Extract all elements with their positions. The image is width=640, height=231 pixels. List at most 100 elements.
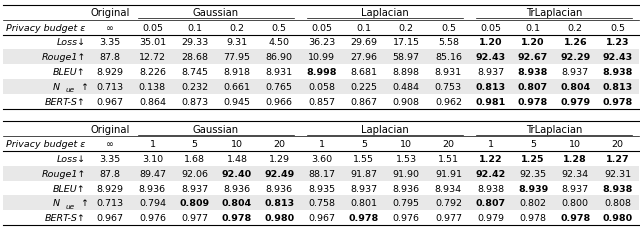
Text: 1.20: 1.20: [521, 38, 545, 47]
Text: 3.35: 3.35: [99, 154, 121, 163]
Text: 0.807: 0.807: [476, 199, 506, 207]
Text: 0.809: 0.809: [180, 199, 210, 207]
Text: 8.936: 8.936: [266, 184, 293, 193]
Text: 29.33: 29.33: [181, 38, 209, 47]
Text: 0.484: 0.484: [393, 83, 420, 91]
Text: 0.1: 0.1: [356, 24, 371, 32]
Text: ∞: ∞: [106, 24, 114, 32]
Text: 0.978: 0.978: [602, 97, 633, 106]
Text: 3.35: 3.35: [99, 38, 121, 47]
Text: 8.898: 8.898: [393, 68, 420, 77]
Text: 5: 5: [530, 140, 536, 148]
Text: 92.40: 92.40: [222, 169, 252, 178]
Text: 1.51: 1.51: [438, 154, 459, 163]
Text: 29.69: 29.69: [350, 38, 378, 47]
Text: 0.1: 0.1: [188, 24, 202, 32]
Text: 8.226: 8.226: [139, 68, 166, 77]
Text: 0.713: 0.713: [97, 199, 124, 207]
Text: 8.937: 8.937: [562, 68, 589, 77]
Text: 0.980: 0.980: [264, 213, 294, 222]
Text: 8.937: 8.937: [181, 184, 208, 193]
Text: Rouge1↑: Rouge1↑: [42, 53, 86, 62]
Text: 77.95: 77.95: [223, 53, 250, 62]
Text: 85.16: 85.16: [435, 53, 462, 62]
Text: 0.804: 0.804: [560, 83, 590, 91]
Text: 0.978: 0.978: [349, 213, 379, 222]
Text: 0.808: 0.808: [604, 199, 631, 207]
Text: 1.53: 1.53: [396, 154, 417, 163]
Text: 0.979: 0.979: [560, 97, 590, 106]
Text: Privacy budget ε: Privacy budget ε: [6, 140, 86, 148]
Text: ue: ue: [65, 203, 75, 209]
Text: 8.938: 8.938: [602, 184, 633, 193]
Text: 0.232: 0.232: [181, 83, 208, 91]
Text: 0.980: 0.980: [602, 213, 632, 222]
Text: 8.937: 8.937: [477, 68, 504, 77]
Text: 20: 20: [442, 140, 454, 148]
Text: BLEU↑: BLEU↑: [53, 184, 86, 193]
Text: 8.998: 8.998: [307, 68, 337, 77]
Text: 8.939: 8.939: [518, 184, 548, 193]
Text: 3.60: 3.60: [311, 154, 332, 163]
Text: 92.49: 92.49: [264, 169, 294, 178]
Text: 5: 5: [192, 140, 198, 148]
Text: 92.42: 92.42: [476, 169, 506, 178]
Text: 8.918: 8.918: [223, 68, 250, 77]
Text: 4.50: 4.50: [269, 38, 290, 47]
Text: 9.31: 9.31: [227, 38, 248, 47]
Text: 5.58: 5.58: [438, 38, 459, 47]
Text: TrLaplacian: TrLaplacian: [526, 8, 582, 18]
Text: 0.967: 0.967: [308, 213, 335, 222]
Text: 8.934: 8.934: [435, 184, 462, 193]
Text: 92.31: 92.31: [604, 169, 631, 178]
Text: 1.29: 1.29: [269, 154, 290, 163]
Text: N: N: [52, 83, 60, 91]
Text: 0.978: 0.978: [518, 97, 548, 106]
Text: 0.813: 0.813: [476, 83, 506, 91]
Text: 8.931: 8.931: [266, 68, 293, 77]
Text: 8.936: 8.936: [223, 184, 251, 193]
Text: 10: 10: [570, 140, 581, 148]
Text: 0.977: 0.977: [181, 213, 208, 222]
Bar: [3, 50, 639, 65]
Text: 0.978: 0.978: [520, 213, 547, 222]
Text: 0.976: 0.976: [139, 213, 166, 222]
Text: 0.058: 0.058: [308, 83, 335, 91]
Text: 1.28: 1.28: [563, 154, 587, 163]
Text: 1.26: 1.26: [563, 38, 587, 47]
Text: 0.867: 0.867: [350, 97, 378, 106]
Text: Loss↓: Loss↓: [57, 38, 86, 47]
Text: 0.713: 0.713: [97, 83, 124, 91]
Text: 27.96: 27.96: [350, 53, 378, 62]
Text: Gaussian: Gaussian: [193, 124, 239, 134]
Text: 0.813: 0.813: [264, 199, 294, 207]
Text: 0.813: 0.813: [602, 83, 632, 91]
Text: 1.25: 1.25: [521, 154, 545, 163]
Text: 28.68: 28.68: [181, 53, 208, 62]
Text: 0.05: 0.05: [480, 24, 501, 32]
Text: 91.91: 91.91: [435, 169, 462, 178]
Text: 0.225: 0.225: [350, 83, 378, 91]
Text: 8.681: 8.681: [350, 68, 378, 77]
Text: 0.967: 0.967: [97, 213, 124, 222]
Text: 87.8: 87.8: [100, 169, 120, 178]
Text: 89.47: 89.47: [139, 169, 166, 178]
Text: 10.99: 10.99: [308, 53, 335, 62]
Text: 8.929: 8.929: [97, 68, 124, 77]
Text: 0.5: 0.5: [441, 24, 456, 32]
Text: 0.795: 0.795: [393, 199, 420, 207]
Text: 0.661: 0.661: [223, 83, 250, 91]
Text: 8.938: 8.938: [602, 68, 633, 77]
Text: 1.27: 1.27: [606, 154, 629, 163]
Text: 87.8: 87.8: [100, 53, 120, 62]
Text: 0.1: 0.1: [525, 24, 541, 32]
Text: 0.753: 0.753: [435, 83, 462, 91]
Text: 0.966: 0.966: [266, 97, 292, 106]
Text: 92.67: 92.67: [518, 53, 548, 62]
Text: N: N: [52, 199, 60, 207]
Text: 0.962: 0.962: [435, 97, 462, 106]
Text: BERT-S↑: BERT-S↑: [45, 97, 86, 106]
Text: 0.2: 0.2: [399, 24, 413, 32]
Text: 0.801: 0.801: [350, 199, 378, 207]
Text: ue: ue: [65, 87, 75, 93]
